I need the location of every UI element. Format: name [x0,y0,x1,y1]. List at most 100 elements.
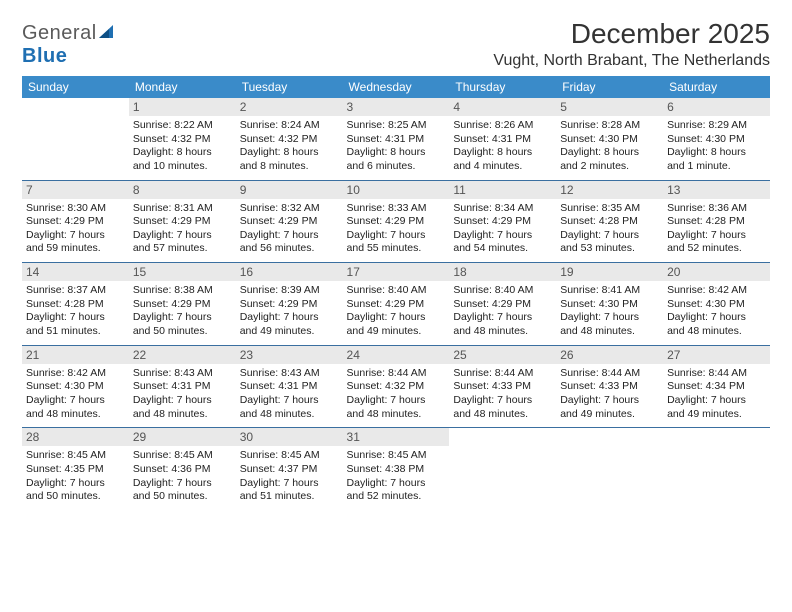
day-number: 26 [556,346,663,364]
calendar-cell: 22Sunrise: 8:43 AMSunset: 4:31 PMDayligh… [129,345,236,428]
day-details: Sunrise: 8:37 AMSunset: 4:28 PMDaylight:… [26,284,125,339]
calendar-cell: 18Sunrise: 8:40 AMSunset: 4:29 PMDayligh… [449,263,556,346]
weekday-header: Tuesday [236,76,343,98]
day-details: Sunrise: 8:25 AMSunset: 4:31 PMDaylight:… [347,119,446,174]
day-details: Sunrise: 8:28 AMSunset: 4:30 PMDaylight:… [560,119,659,174]
day-number: 8 [129,181,236,199]
day-details: Sunrise: 8:35 AMSunset: 4:28 PMDaylight:… [560,202,659,257]
header: General Blue December 2025 Vught, North … [22,18,770,70]
title-block: December 2025 Vught, North Brabant, The … [493,18,770,70]
day-number: 11 [449,181,556,199]
day-number: 23 [236,346,343,364]
calendar-cell: 19 Sunrise: 8:41 AMSunset: 4:30 PMDayligh… [556,263,663,346]
location-text: Vught, North Brabant, The Netherlands [493,52,770,70]
day-number: 30 [236,428,343,446]
day-details: Sunrise: 8:45 AMSunset: 4:38 PMDaylight:… [347,449,446,504]
day-details: Sunrise: 8:31 AMSunset: 4:29 PMDaylight:… [133,202,232,257]
day-number: 15 [129,263,236,281]
day-number: 13 [663,181,770,199]
day-details: Sunrise: 8:45 AMSunset: 4:37 PMDaylight:… [240,449,339,504]
calendar-cell: 6Sunrise: 8:29 AMSunset: 4:30 PMDaylight… [663,98,770,180]
calendar-cell: 25 Sunrise: 8:44 AMSunset: 4:33 PMDayligh… [449,345,556,428]
day-details: Sunrise: 8:43 AMSunset: 4:31 PMDaylight:… [240,367,339,422]
day-number: 9 [236,181,343,199]
calendar-cell: . [663,428,770,510]
calendar-cell: 7Sunrise: 8:30 AMSunset: 4:29 PMDaylight… [22,180,129,263]
day-number: 22 [129,346,236,364]
day-details: Sunrise: 8:41 AMSunset: 4:30 PMDaylight:… [560,284,659,339]
day-number: 31 [343,428,450,446]
day-details: Sunrise: 8:24 AMSunset: 4:32 PMDaylight:… [240,119,339,174]
day-number: 27 [663,346,770,364]
calendar-cell: . [556,428,663,510]
calendar-week: 7Sunrise: 8:30 AMSunset: 4:29 PMDaylight… [22,180,770,263]
day-number: 2 [236,98,343,116]
calendar-cell: 26 Sunrise: 8:44 AMSunset: 4:33 PMDayligh… [556,345,663,428]
weekday-header: Wednesday [343,76,450,98]
brand-name-a: General [22,22,97,44]
calendar-week: 28 Sunrise: 8:45 AMSunset: 4:35 PMDayligh… [22,428,770,510]
day-details: Sunrise: 8:26 AMSunset: 4:31 PMDaylight:… [453,119,552,174]
calendar-cell: 24Sunrise: 8:44 AMSunset: 4:32 PMDayligh… [343,345,450,428]
calendar-cell: 21 Sunrise: 8:42 AMSunset: 4:30 PMDayligh… [22,345,129,428]
page-title: December 2025 [493,18,770,50]
calendar-cell: 27 Sunrise: 8:44 AMSunset: 4:34 PMDayligh… [663,345,770,428]
calendar-cell: 14 Sunrise: 8:37 AMSunset: 4:28 PMDayligh… [22,263,129,346]
day-details: Sunrise: 8:36 AMSunset: 4:28 PMDaylight:… [667,202,766,257]
calendar-head: SundayMondayTuesdayWednesdayThursdayFrid… [22,76,770,98]
day-number: 7 [22,181,129,199]
day-number: 17 [343,263,450,281]
day-number: 10 [343,181,450,199]
calendar-body: .1Sunrise: 8:22 AMSunset: 4:32 PMDayligh… [22,98,770,510]
calendar-week: .1Sunrise: 8:22 AMSunset: 4:32 PMDayligh… [22,98,770,180]
day-number: 28 [22,428,129,446]
day-details: Sunrise: 8:44 AMSunset: 4:33 PMDaylight:… [453,367,552,422]
day-details: Sunrise: 8:42 AMSunset: 4:30 PMDaylight:… [26,367,125,422]
day-number: 5 [556,98,663,116]
day-number: 20 [663,263,770,281]
weekday-header: Monday [129,76,236,98]
day-details: Sunrise: 8:34 AMSunset: 4:29 PMDaylight:… [453,202,552,257]
calendar-cell: 9 Sunrise: 8:32 AMSunset: 4:29 PMDaylight… [236,180,343,263]
calendar-cell: 5 Sunrise: 8:28 AMSunset: 4:30 PMDaylight… [556,98,663,180]
day-details: Sunrise: 8:44 AMSunset: 4:34 PMDaylight:… [667,367,766,422]
calendar-cell: 29Sunrise: 8:45 AMSunset: 4:36 PMDayligh… [129,428,236,510]
day-number: 16 [236,263,343,281]
day-number: 3 [343,98,450,116]
calendar-cell: 17 Sunrise: 8:40 AMSunset: 4:29 PMDayligh… [343,263,450,346]
calendar-cell: 28 Sunrise: 8:45 AMSunset: 4:35 PMDayligh… [22,428,129,510]
calendar-page: General Blue December 2025 Vught, North … [0,0,792,520]
calendar-cell: 11 Sunrise: 8:34 AMSunset: 4:29 PMDayligh… [449,180,556,263]
calendar-cell: 10Sunrise: 8:33 AMSunset: 4:29 PMDayligh… [343,180,450,263]
day-details: Sunrise: 8:44 AMSunset: 4:33 PMDaylight:… [560,367,659,422]
day-details: Sunrise: 8:45 AMSunset: 4:35 PMDaylight:… [26,449,125,504]
calendar-cell: 31 Sunrise: 8:45 AMSunset: 4:38 PMDayligh… [343,428,450,510]
calendar-cell: 30 Sunrise: 8:45 AMSunset: 4:37 PMDayligh… [236,428,343,510]
weekday-header: Saturday [663,76,770,98]
calendar-cell: 16 Sunrise: 8:39 AMSunset: 4:29 PMDayligh… [236,263,343,346]
calendar-cell: 2 Sunrise: 8:24 AMSunset: 4:32 PMDaylight… [236,98,343,180]
day-details: Sunrise: 8:32 AMSunset: 4:29 PMDaylight:… [240,202,339,257]
brand-name-b: Blue [22,45,67,67]
calendar-week: 14 Sunrise: 8:37 AMSunset: 4:28 PMDayligh… [22,263,770,346]
day-number: 19 [556,263,663,281]
calendar-cell: 15Sunrise: 8:38 AMSunset: 4:29 PMDayligh… [129,263,236,346]
brand-logo: General Blue [22,18,117,68]
day-details: Sunrise: 8:39 AMSunset: 4:29 PMDaylight:… [240,284,339,339]
weekday-header: Sunday [22,76,129,98]
day-number: 25 [449,346,556,364]
calendar-week: 21 Sunrise: 8:42 AMSunset: 4:30 PMDayligh… [22,345,770,428]
day-number: 24 [343,346,450,364]
weekday-header: Thursday [449,76,556,98]
brand-text: General Blue [22,22,117,68]
calendar-cell: 13 Sunrise: 8:36 AMSunset: 4:28 PMDayligh… [663,180,770,263]
day-details: Sunrise: 8:40 AMSunset: 4:29 PMDaylight:… [347,284,446,339]
day-details: Sunrise: 8:40 AMSunset: 4:29 PMDaylight:… [453,284,552,339]
day-number: 14 [22,263,129,281]
calendar-cell: 3 Sunrise: 8:25 AMSunset: 4:31 PMDaylight… [343,98,450,180]
sail-icon [99,22,117,45]
weekday-header: Friday [556,76,663,98]
day-number: 21 [22,346,129,364]
calendar-table: SundayMondayTuesdayWednesdayThursdayFrid… [22,76,770,510]
day-details: Sunrise: 8:42 AMSunset: 4:30 PMDaylight:… [667,284,766,339]
